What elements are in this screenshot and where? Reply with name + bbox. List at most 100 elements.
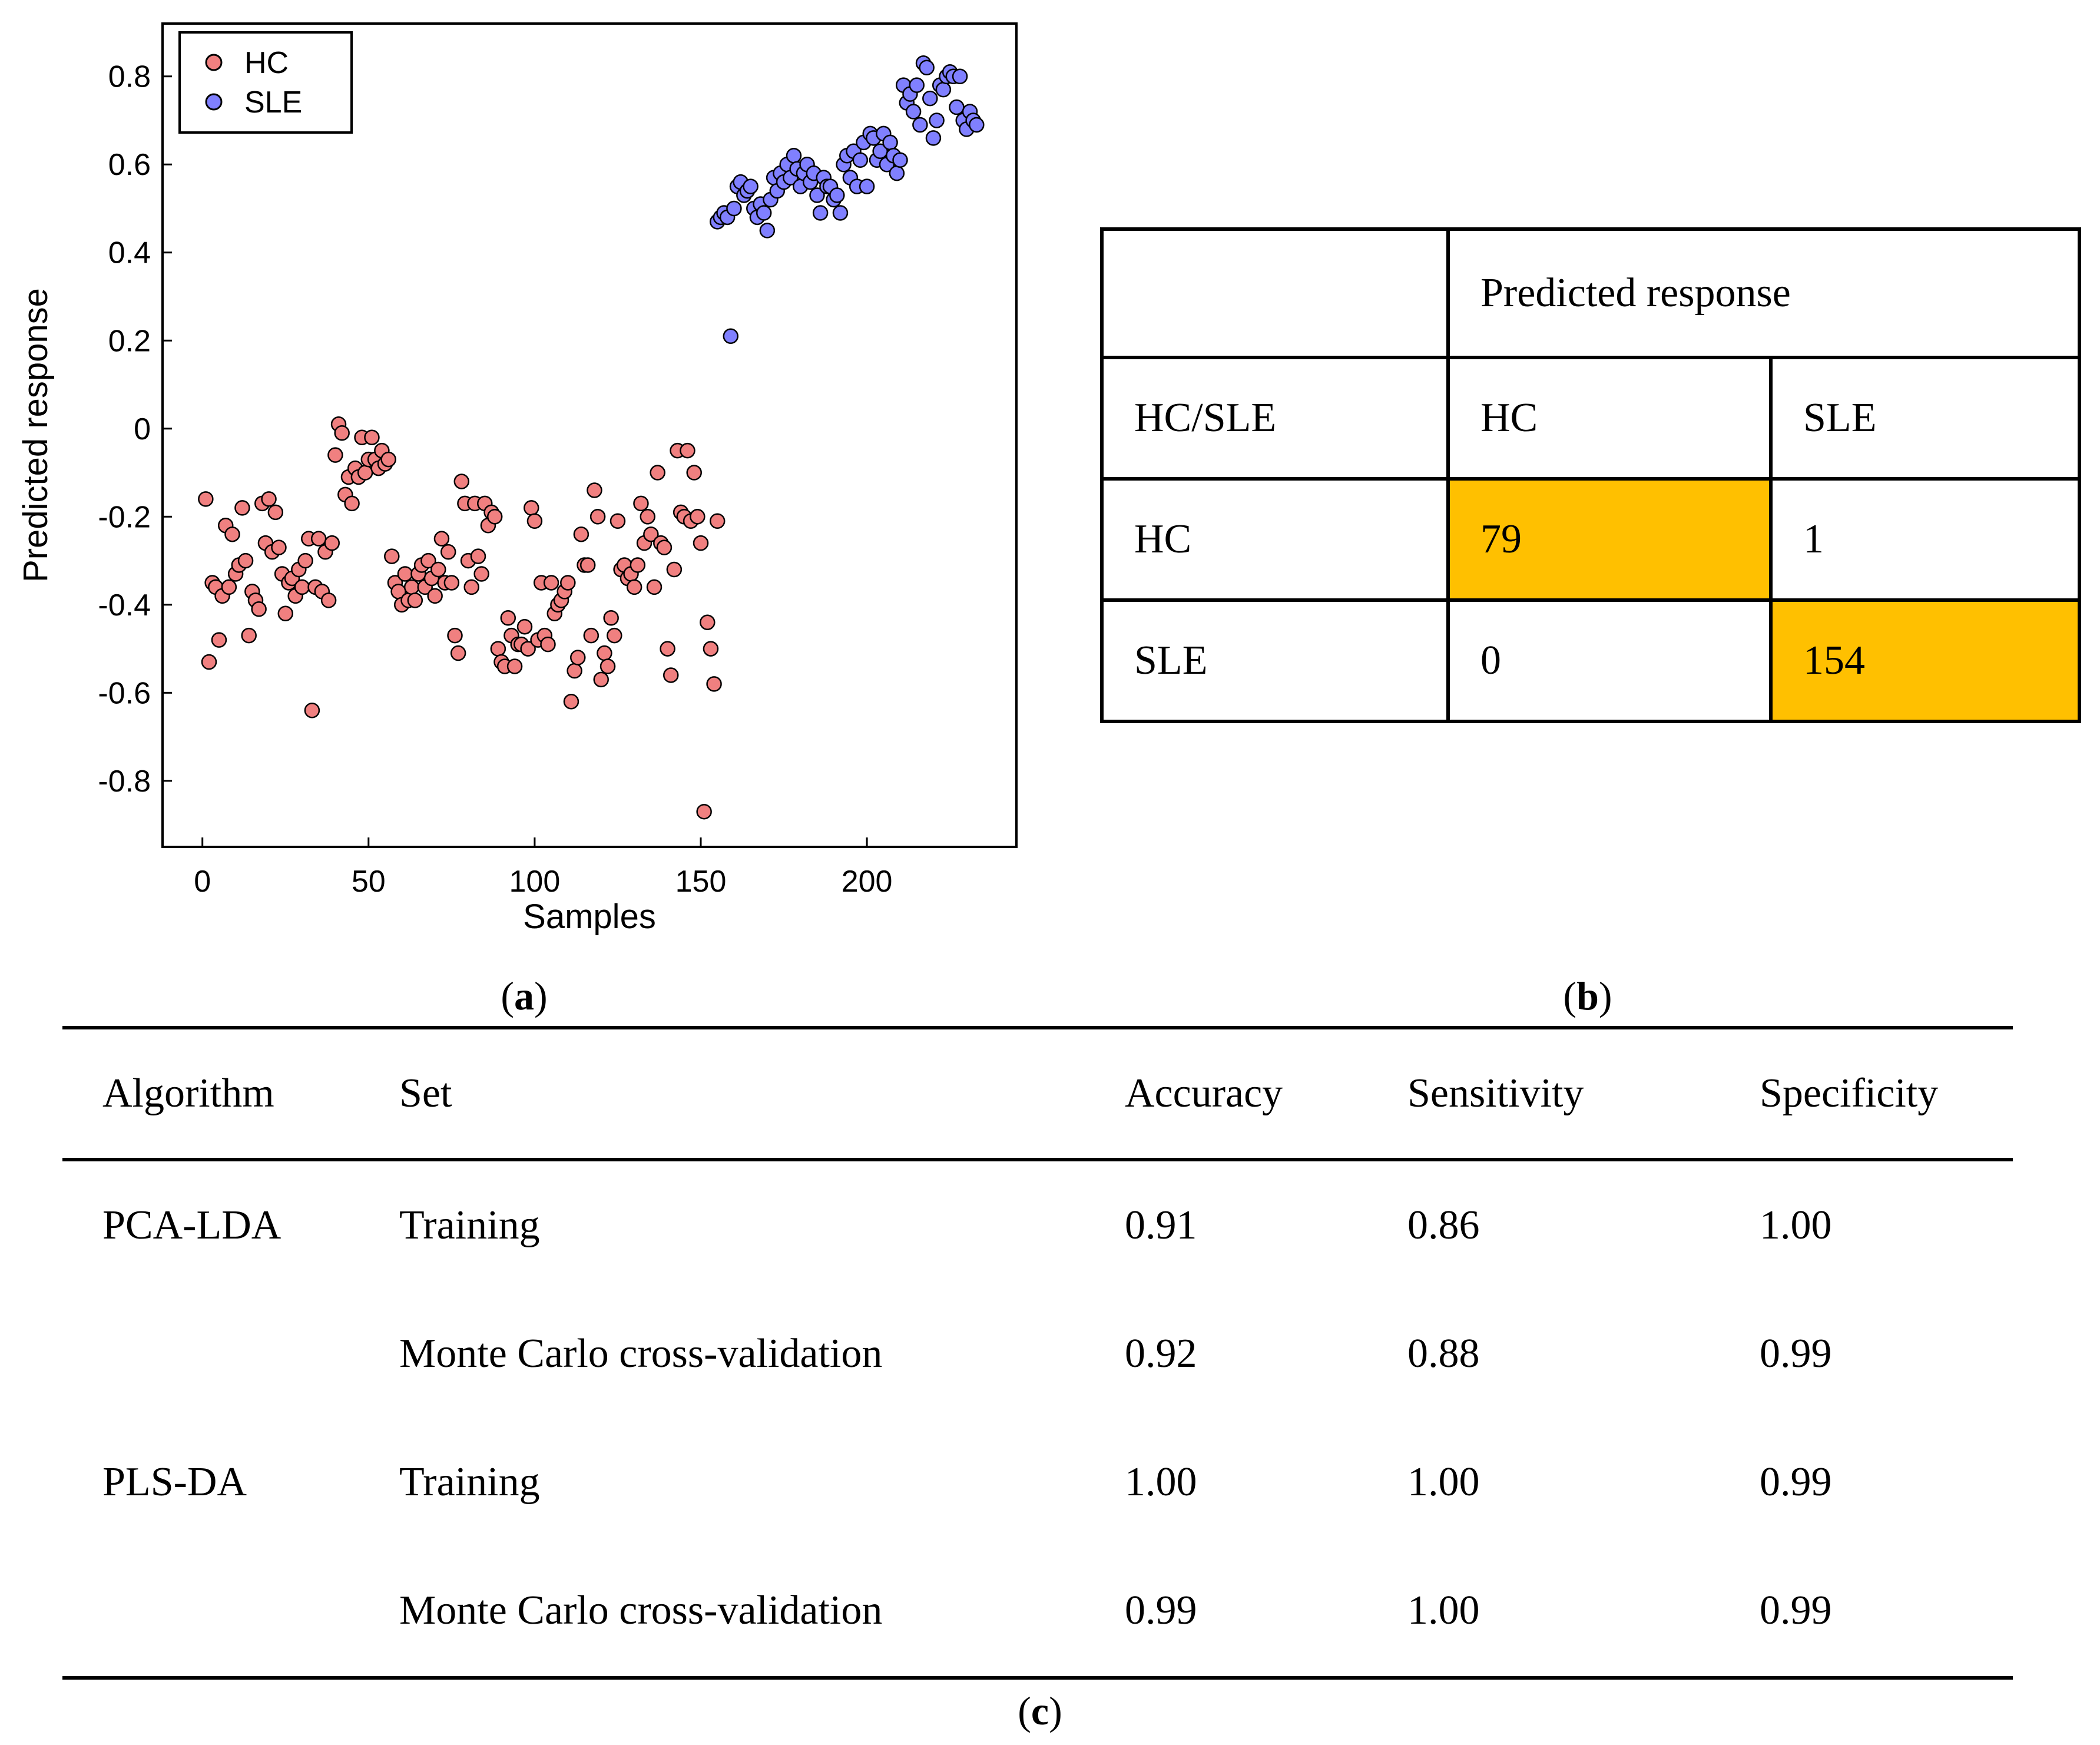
data-point-hc xyxy=(696,803,712,820)
data-point-hc xyxy=(267,504,284,521)
data-point-sle xyxy=(759,223,776,239)
data-point-hc xyxy=(304,702,320,718)
cell-algorithm: PCA-LDA xyxy=(102,1203,281,1248)
table-row: PCA-LDA Training 0.91 0.86 1.00 xyxy=(62,1161,2013,1290)
data-point-hc xyxy=(543,575,559,591)
data-point-hc xyxy=(364,429,380,445)
data-point-hc xyxy=(633,495,649,512)
cell-set: Monte Carlo cross-validation xyxy=(399,1331,883,1376)
data-point-hc xyxy=(241,627,257,644)
legend-marker-sle xyxy=(205,93,223,111)
data-point-hc xyxy=(277,605,294,622)
x-tick-label: 200 xyxy=(842,865,893,899)
header-sensitivity: Sensitivity xyxy=(1407,1071,1584,1116)
scatter-plot: 0 50 100 150 200 -0.8 -0.6 -0.4 -0.2 0 0.2 0.4 0.6 0.… xyxy=(16,22,1018,936)
data-point-hc xyxy=(224,526,240,542)
data-point-sle xyxy=(909,77,925,93)
table-row: PLS-DA Training 1.00 1.00 0.99 xyxy=(62,1418,2013,1547)
caption-c: (c) xyxy=(1018,1688,1062,1733)
data-point-hc xyxy=(430,561,446,578)
caption-b: (b) xyxy=(1563,974,1612,1018)
x-axis-title: Samples xyxy=(523,898,656,936)
data-point-sle xyxy=(935,81,952,98)
data-point-hc xyxy=(626,579,642,595)
data-point-hc xyxy=(706,676,722,692)
cell-hc-hc: 79 xyxy=(1446,477,1773,602)
data-point-hc xyxy=(524,500,539,516)
data-point-sle xyxy=(949,99,965,115)
data-point-hc xyxy=(427,588,443,604)
data-point-hc xyxy=(201,654,217,670)
data-point-hc xyxy=(453,473,470,489)
data-point-hc xyxy=(237,552,254,569)
cell-accuracy: 0.92 xyxy=(1125,1331,1197,1376)
legend-marker-hc xyxy=(205,54,223,71)
data-point-hc xyxy=(420,552,436,569)
data-point-hc xyxy=(344,495,360,512)
data-point-sle xyxy=(786,148,802,164)
metrics-table: PCA-LDA Training 0.91 0.86 1.00 Monte Ca… xyxy=(62,1161,2013,1675)
cell-sensitivity: 0.86 xyxy=(1407,1203,1480,1248)
data-point-hc xyxy=(320,592,337,608)
data-point-hc xyxy=(703,641,719,657)
legend-box xyxy=(178,31,353,134)
data-point-hc xyxy=(607,627,622,644)
column-header-sle: SLE xyxy=(1769,356,2081,481)
data-point-hc xyxy=(666,561,683,578)
cell-algorithm: PLS-DA xyxy=(102,1459,247,1505)
data-point-sle xyxy=(756,205,772,221)
cell-sensitivity: 0.88 xyxy=(1407,1331,1480,1376)
data-point-sle xyxy=(925,130,942,146)
cell-accuracy: 0.99 xyxy=(1125,1588,1197,1633)
data-point-hc xyxy=(680,442,695,459)
cell-sle-hc: 0 xyxy=(1446,598,1773,723)
data-point-hc xyxy=(450,645,466,661)
data-point-hc xyxy=(656,539,673,555)
cell-specificity: 0.99 xyxy=(1760,1459,1832,1505)
data-point-hc xyxy=(567,663,582,679)
row-label-hc: HC xyxy=(1100,477,1450,602)
row-label-sle: SLE xyxy=(1100,598,1450,723)
data-point-hc xyxy=(583,627,599,644)
data-point-sle xyxy=(889,165,905,181)
cell-algorithm xyxy=(62,1547,399,1675)
cell-accuracy: 0.91 xyxy=(1125,1203,1197,1248)
data-point-hc xyxy=(211,632,227,648)
data-point-hc xyxy=(310,531,327,547)
data-point-hc xyxy=(327,447,343,463)
data-point-hc xyxy=(397,566,413,582)
data-point-hc xyxy=(198,491,214,507)
cell-sensitivity: 1.00 xyxy=(1407,1588,1480,1633)
data-point-hc xyxy=(221,579,237,595)
data-point-sle xyxy=(912,117,928,133)
plot-area-frame xyxy=(161,22,1018,848)
data-point-sle xyxy=(812,205,829,221)
y-tick-label: 0 xyxy=(134,412,151,446)
table-header-rule xyxy=(62,1158,2013,1161)
cell-accuracy: 1.00 xyxy=(1125,1459,1197,1505)
data-point-hc xyxy=(690,509,705,525)
data-point-hc xyxy=(443,575,460,591)
table-row: Monte Carlo cross-validation 0.99 1.00 0… xyxy=(62,1547,2013,1675)
data-point-hc xyxy=(587,482,602,498)
table-row: Monte Carlo cross-validation 0.92 0.88 0… xyxy=(62,1290,2013,1418)
data-point-hc xyxy=(380,451,396,468)
y-tick-label: 0.6 xyxy=(108,148,151,182)
data-point-sle xyxy=(919,59,935,76)
cell-sle-sle: 154 xyxy=(1769,598,2081,723)
header-set: Set xyxy=(399,1071,452,1116)
data-point-hc xyxy=(324,535,340,551)
data-point-hc xyxy=(663,667,679,683)
data-point-hc xyxy=(593,671,609,688)
data-point-sle xyxy=(859,178,875,194)
data-point-hc xyxy=(261,491,277,507)
data-point-sle xyxy=(922,90,938,107)
data-point-hc xyxy=(440,544,456,560)
y-tick-label: -0.2 xyxy=(98,500,151,534)
table-top-rule xyxy=(62,1026,2013,1029)
cell-set: Training xyxy=(399,1203,540,1248)
cell-set: Training xyxy=(399,1459,540,1505)
data-point-hc xyxy=(709,513,726,529)
data-point-hc xyxy=(563,694,579,710)
data-point-hc xyxy=(334,425,350,441)
